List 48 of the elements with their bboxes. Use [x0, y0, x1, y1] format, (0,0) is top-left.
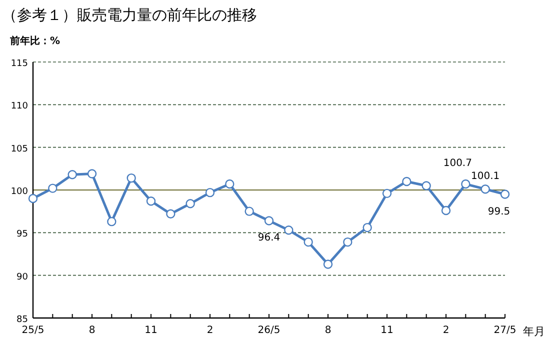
point [362, 222, 372, 232]
point [146, 196, 156, 206]
y-tick-label: 95 [16, 230, 28, 240]
point [500, 190, 510, 199]
data-label: 100.7 [443, 158, 472, 170]
point [205, 188, 215, 198]
point [304, 237, 313, 247]
point [68, 170, 77, 180]
x-tick-label: 27/5 [494, 325, 516, 336]
x-tick-label: 2 [206, 325, 214, 336]
y-tick-label: 90 [16, 272, 28, 282]
point [107, 216, 116, 226]
point [402, 176, 412, 186]
x-tick-label: 26/5 [258, 325, 280, 336]
point [343, 237, 352, 247]
point [28, 194, 38, 204]
chart-title: （参考１）販売電力量の前年比の推移 [2, 6, 257, 24]
point [264, 216, 274, 226]
x-tick-label: 25/5 [22, 325, 44, 336]
point [166, 209, 176, 218]
point [87, 169, 97, 178]
y-tick-label: 100 [10, 187, 28, 197]
x-tick-label: 2 [442, 325, 450, 336]
data-label: 96.4 [258, 232, 280, 244]
x-tick-label: 11 [380, 325, 394, 336]
point [225, 179, 234, 189]
point [480, 184, 490, 194]
x-tick-label: 11 [144, 325, 158, 336]
point [284, 226, 294, 235]
y-tick-label: 115 [10, 59, 28, 69]
point [244, 206, 254, 216]
x-tick-label: 8 [324, 325, 332, 336]
point [441, 206, 451, 216]
y-tick-label: 105 [10, 144, 28, 154]
y-tick-label: 110 [10, 102, 28, 112]
y-tick-label: 85 [16, 315, 28, 325]
point [422, 181, 431, 190]
point [461, 179, 470, 189]
x-axis-title: 年月 [523, 325, 545, 338]
point [382, 188, 392, 198]
data-label: 100.1 [471, 171, 500, 182]
data-label: 99.5 [488, 206, 510, 218]
y-axis-title: 前年比：% [9, 35, 60, 47]
point [48, 184, 58, 193]
point [186, 199, 195, 208]
point [323, 260, 333, 269]
x-tick-label: 8 [88, 325, 96, 336]
point [126, 173, 136, 183]
